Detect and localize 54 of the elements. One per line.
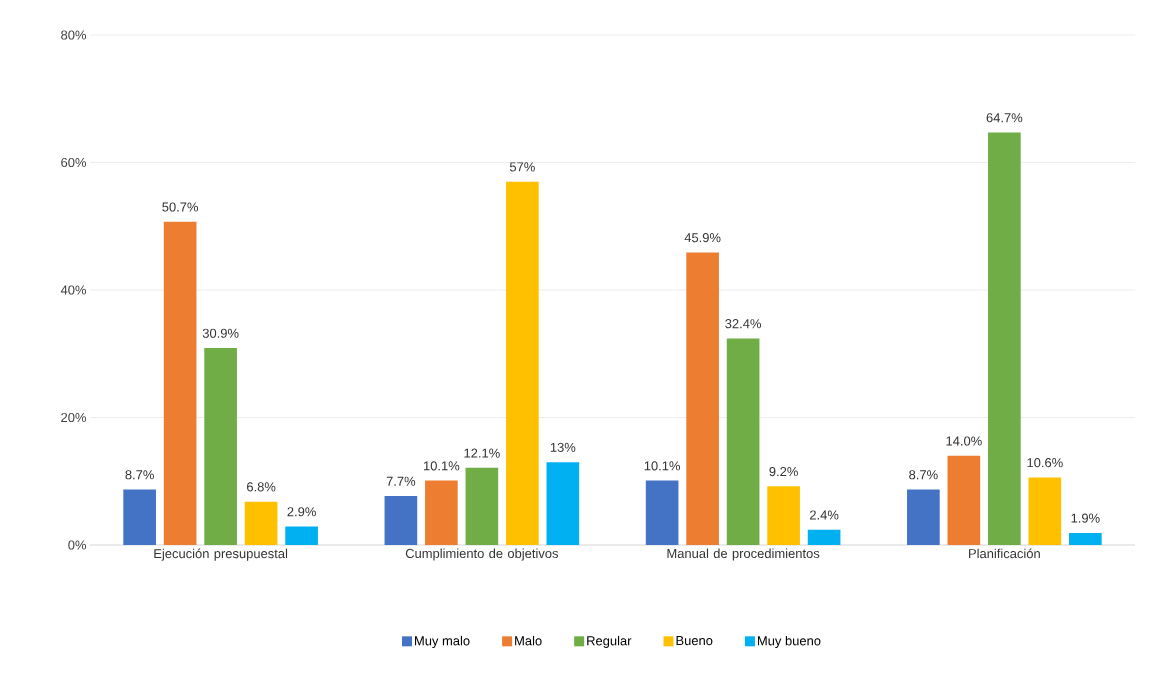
bar [988,132,1021,545]
legend-label: Malo [515,635,542,646]
bar [767,486,800,545]
data-label: 10.1% [424,461,460,471]
bar [546,462,580,545]
x-tick-label: Cumplimiento de objetivos [405,548,559,561]
data-label: 10.1% [644,461,681,471]
bar [907,489,940,545]
data-label: 2.4% [810,510,839,520]
y-tick-label: 80% [61,30,87,40]
y-tick-label: 60% [61,157,87,168]
data-label: 14.0% [946,436,982,446]
data-label: 50.7% [162,202,199,212]
bar [244,501,278,545]
bar [1069,532,1102,545]
y-tick-label: 20% [61,412,87,423]
data-label: 1.9% [1071,513,1100,523]
x-tick-label: Manual de procedimientos [667,548,820,561]
data-label: 6.8% [247,482,276,492]
data-label: 57% [509,162,535,172]
bar [204,348,237,545]
bar [686,252,719,545]
bar [163,221,197,545]
data-label: 8.7% [909,470,938,480]
data-label: 9.2% [769,466,798,477]
data-label: 8.7% [125,470,154,480]
data-label: 32.4% [725,319,762,329]
data-label: 7.7% [386,476,416,486]
legend-label: Muy malo [415,635,470,648]
bar [807,529,841,545]
data-label: 64.7% [986,113,1023,123]
bar [123,489,156,545]
bar [645,480,679,545]
bar [425,480,458,545]
bar [726,338,760,545]
data-label: 13% [550,442,576,452]
data-label: 30.9% [202,328,239,338]
x-tick-label: Ejecución presupuestal [154,548,288,561]
bar [285,526,318,545]
legend-label: Muy bueno [757,635,821,648]
y-tick-label: 0% [68,540,87,550]
legend-label: Bueno [676,636,713,646]
bar [947,455,981,545]
legend-label: Regular [587,635,632,648]
bar [465,467,499,545]
y-tick-label: 40% [60,285,87,295]
bar [506,181,539,545]
x-tick-label: Planificación [969,548,1040,559]
bar [384,495,418,545]
bar [1028,477,1062,545]
data-label: 12.1% [464,448,500,458]
data-label: 45.9% [684,233,721,243]
data-label: 2.9% [287,507,316,517]
data-label: 10.6% [1027,458,1063,468]
